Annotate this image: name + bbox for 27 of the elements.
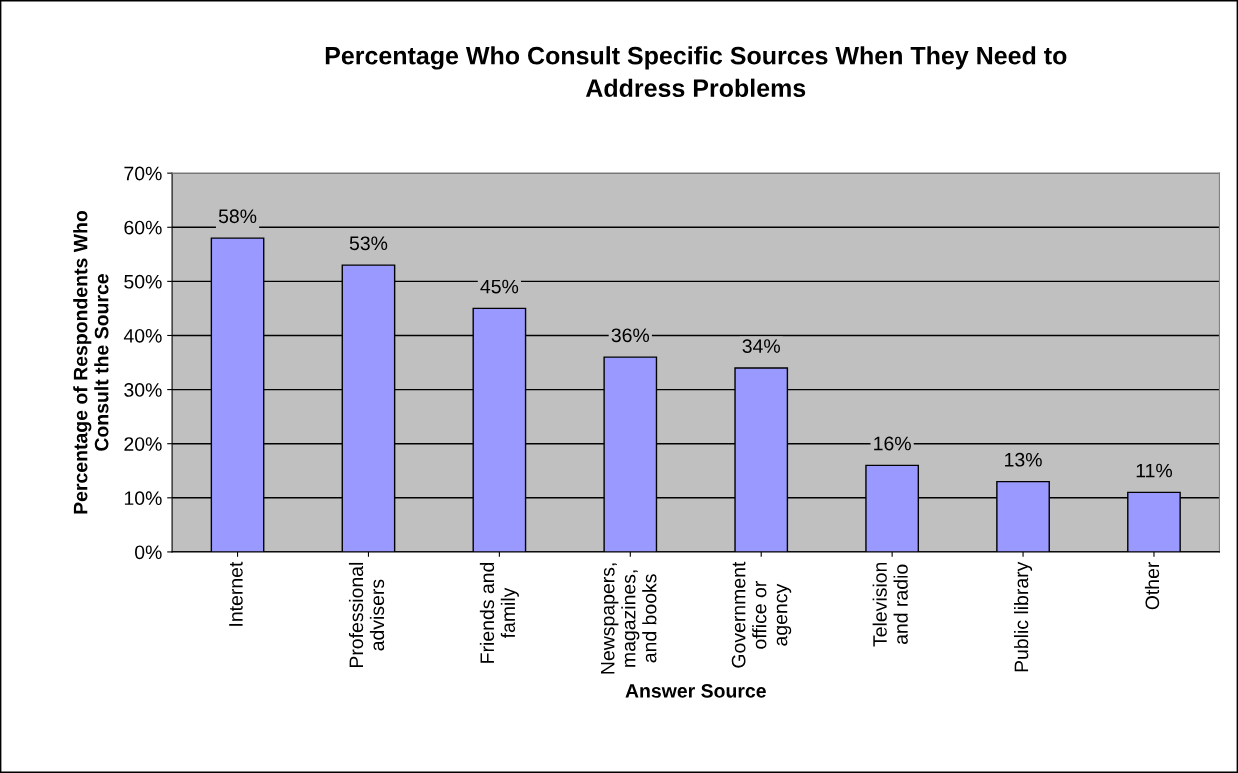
data-label: 13%	[1005, 452, 1042, 467]
x-tick-label: Television and radio	[872, 562, 908, 647]
y-tick-label: 10%	[124, 491, 162, 506]
y-tick-label: 30%	[124, 383, 162, 397]
x-tick-label: Professional advisers	[348, 562, 385, 668]
data-label: 58%	[218, 209, 257, 224]
data-label: 34%	[742, 339, 780, 353]
data-label: 45%	[480, 279, 519, 294]
y-axis-title: Percentage of Respondents Who Consult the Source	[73, 210, 109, 514]
x-tick-label: Government office or agency	[731, 561, 792, 668]
data-label: 36%	[611, 328, 650, 343]
x-tick-label: Internet	[229, 561, 243, 626]
y-tick-label: 20%	[124, 437, 162, 451]
data-label: 11%	[1136, 463, 1173, 478]
x-axis-title: Answer Source	[625, 683, 766, 698]
chart-title: Percentage Who Consult Specific Sources When They Need to Address Problems	[325, 46, 1067, 98]
y-tick-label: 60%	[124, 220, 162, 235]
y-tick-label: 40%	[123, 328, 162, 343]
y-tick-label: 0%	[135, 545, 162, 560]
x-tick-label: Friends and family	[479, 562, 519, 663]
x-tick-label: Newspapers, magazines, and books	[601, 563, 657, 674]
y-tick-label: 70%	[124, 166, 162, 181]
x-tick-label: Other	[1144, 561, 1160, 610]
data-label: 53%	[349, 236, 388, 251]
x-tick-label: Public library	[1013, 561, 1033, 672]
data-label: 16%	[874, 436, 911, 451]
y-tick-label: 50%	[124, 274, 162, 289]
